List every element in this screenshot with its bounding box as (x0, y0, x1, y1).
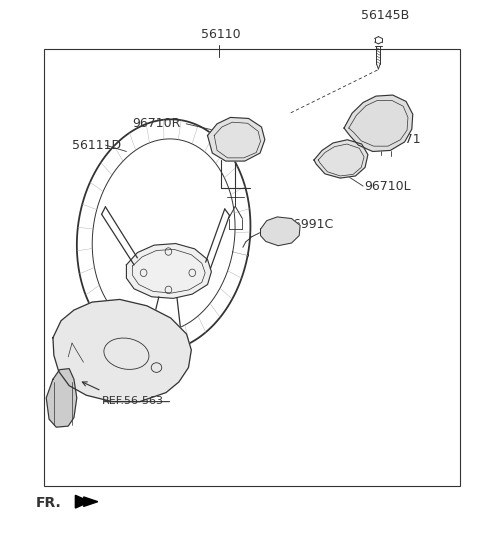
Text: 96710R: 96710R (132, 117, 180, 131)
Polygon shape (344, 95, 413, 151)
Text: 56991C: 56991C (285, 218, 334, 232)
Polygon shape (126, 243, 211, 299)
Text: REF.56-563: REF.56-563 (102, 396, 164, 406)
Text: 96710L: 96710L (364, 180, 411, 193)
Text: 56110: 56110 (201, 28, 241, 41)
Polygon shape (53, 300, 192, 402)
Bar (44, 49, 459, 486)
Polygon shape (75, 495, 98, 508)
Polygon shape (314, 140, 368, 178)
Polygon shape (261, 217, 300, 246)
Text: FR.: FR. (36, 496, 61, 510)
Polygon shape (207, 117, 265, 161)
Text: 56111D: 56111D (72, 139, 121, 151)
Text: 56145B: 56145B (361, 9, 409, 21)
Polygon shape (46, 369, 77, 427)
Text: 56171: 56171 (381, 133, 420, 146)
